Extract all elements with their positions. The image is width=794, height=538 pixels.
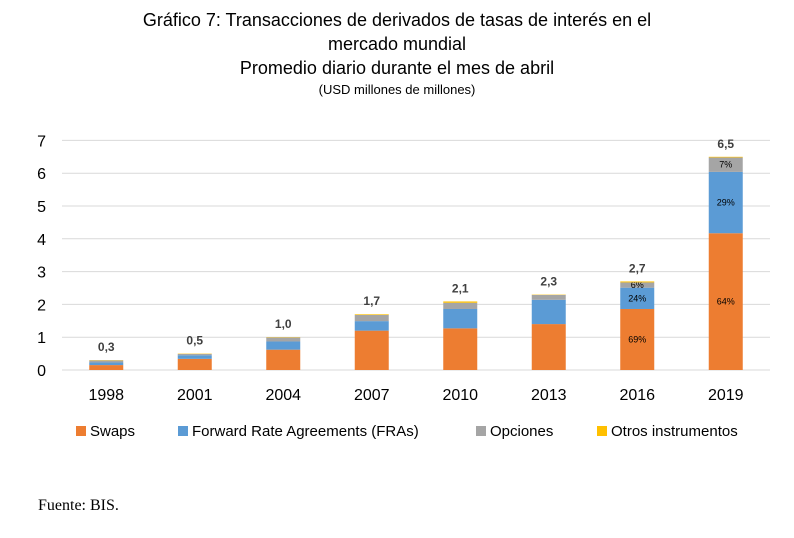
bar-segment-2001 [177,353,212,356]
chart-unit-note: (USD millones de millones) [318,82,476,97]
segment-data-label: 29% [717,198,735,208]
bar-segment-2001 [177,355,212,359]
legend-label: Opciones [490,423,553,440]
bar-segment-2019 [708,233,743,370]
chart-subtitle: Promedio diario durante el mes de abril [239,58,555,78]
x-tick-label: 2010 [442,387,478,404]
y-tick-label: 3 [37,265,46,282]
bar-segment-2016 [620,282,655,288]
bar-segment-2004 [266,341,301,350]
y-tick-label: 6 [37,166,46,183]
bar-segment-2010 [443,301,478,303]
total-data-label: 1,0 [275,317,292,331]
total-data-label: 6,5 [717,137,734,151]
bar-segment-2010 [443,308,478,329]
y-tick-label: 4 [37,232,46,249]
x-tick-label: 2019 [708,387,744,404]
bar-segment-2007 [354,314,389,322]
bar-segment-2016 [620,287,655,309]
bar-segment-2004 [266,337,301,342]
segment-data-label: 7% [719,160,732,170]
legend-label: Swaps [90,423,135,440]
legend-swatch [597,426,607,436]
bar-segment-2013 [531,299,566,325]
segment-data-label: 64% [717,297,735,307]
chart-title-block: Gráfico 7: Transacciones de derivados de… [0,8,794,99]
legend-label: Forward Rate Agreements (FRAs) [192,423,419,440]
bar-segment-2010 [443,328,478,370]
source-note: Fuente: BIS. [38,497,119,514]
bar-segment-2016 [620,308,655,370]
chart-title-line-2: mercado mundial [327,34,467,54]
y-tick-label: 2 [37,297,46,314]
legend-swatch [476,426,486,436]
y-tick-label: 0 [37,363,46,380]
bar-segment-2019 [708,157,743,172]
bar-segment-2019 [708,171,743,234]
x-tick-label: 2001 [177,387,213,404]
y-tick-label: 7 [37,133,46,150]
bar-segment-2004 [266,349,301,370]
y-tick-label: 5 [37,199,46,216]
x-tick-label: 2004 [265,387,301,404]
bar-segment-2013 [531,324,566,370]
bar-segment-2016 [620,281,655,283]
bar-segment-1998 [89,360,124,363]
legend-swatch [178,426,188,436]
bar-segment-1998 [89,365,124,370]
x-tick-label: 2016 [619,387,655,404]
bar-segment-2007 [354,314,389,315]
segment-data-label: 6% [631,280,644,290]
legend-label: Otros instrumentos [611,423,738,440]
bar-segment-2007 [354,321,389,331]
bar-segment-2013 [531,294,566,300]
total-data-label: 0,5 [186,334,203,348]
total-data-label: 0,3 [98,340,115,354]
total-data-label: 1,7 [363,294,380,308]
x-tick-label: 2007 [354,387,390,404]
bar-segment-2001 [177,358,212,370]
segment-data-label: 69% [628,334,646,344]
total-data-label: 2,1 [452,281,469,295]
legend-swatch [76,426,86,436]
chart-title-line-1: Gráfico 7: Transacciones de derivados de… [142,10,652,30]
bar-segment-2010 [443,302,478,309]
total-data-label: 2,3 [540,275,557,289]
x-tick-label: 1998 [88,387,124,404]
bar-segment-1998 [89,362,124,366]
y-tick-label: 1 [37,330,46,347]
segment-data-label: 24% [628,293,646,303]
total-data-label: 2,7 [629,261,646,275]
bar-segment-2007 [354,330,389,370]
x-tick-label: 2013 [531,387,567,404]
bar-segment-2019 [708,156,743,158]
